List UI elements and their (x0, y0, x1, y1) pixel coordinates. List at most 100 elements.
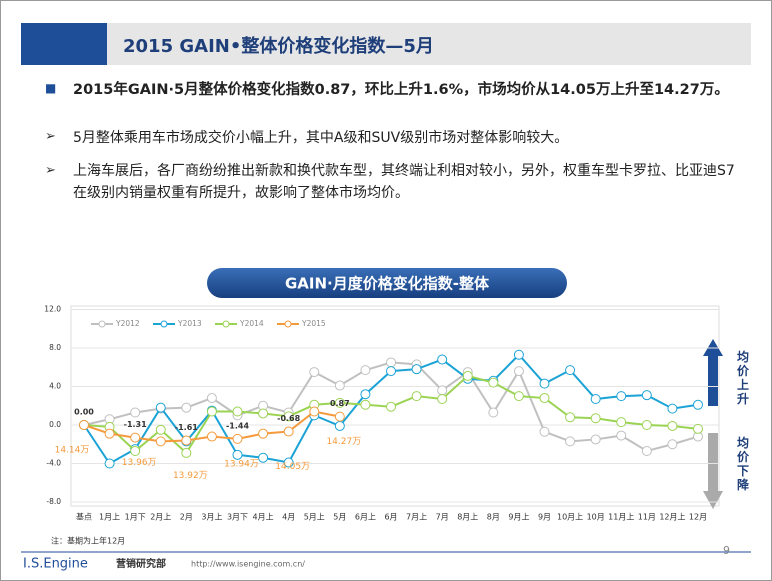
x-tick-label: 10月 (587, 513, 605, 522)
bullet-text: 5月整体乘用车市场成交价小幅上升，其中A级和SUV级别市场对整体影响较大。 (73, 130, 569, 146)
x-tick-label: 3月下 (227, 513, 248, 522)
point-marker (130, 445, 141, 456)
header-block (21, 23, 107, 65)
point-marker (513, 349, 524, 360)
point-marker (488, 377, 499, 388)
arrow-down (703, 433, 723, 509)
point-marker (309, 406, 320, 417)
point-marker (232, 449, 243, 460)
point-marker (334, 420, 345, 431)
point-marker (334, 411, 345, 422)
arrow-up-label: 均价上升 (737, 349, 750, 406)
point-marker (667, 439, 678, 450)
point-marker (360, 399, 371, 410)
point-marker (283, 426, 294, 437)
point-marker (565, 436, 576, 447)
point-marker (283, 457, 294, 468)
point-marker (565, 412, 576, 423)
point-marker (386, 357, 396, 368)
plot-frame (70, 305, 720, 507)
point-marker (590, 413, 601, 424)
point-marker (258, 408, 269, 419)
data-label: -1.31 (124, 420, 147, 429)
x-tick-label: 7月 (436, 513, 449, 522)
point-marker (181, 402, 192, 413)
x-tick-label: 11月上 (608, 513, 634, 522)
point-marker (104, 428, 115, 439)
point-marker (641, 445, 652, 456)
legend-marker (98, 320, 106, 328)
point-marker (155, 402, 166, 413)
point-marker (130, 407, 141, 418)
point-marker (181, 435, 192, 446)
price-label: 13.92万 (173, 471, 208, 481)
point-marker (616, 430, 627, 441)
footer-dept: 营销研究部 (116, 557, 166, 570)
arrow-down-label: 均价下降 (737, 435, 750, 492)
point-marker (565, 365, 576, 376)
point-marker (258, 452, 269, 463)
data-label: 0.87 (330, 399, 350, 408)
point-marker (334, 397, 345, 408)
point-marker (360, 365, 371, 376)
point-marker (437, 385, 448, 396)
header-band (21, 23, 751, 65)
header-title: 2015 GAIN•整体价格变化指数—5月 (123, 36, 434, 57)
legend-label: Y2015 (301, 319, 326, 328)
point-marker (437, 354, 448, 365)
x-tick-label: 6月上 (355, 513, 376, 522)
price-label: 14.14万 (55, 446, 90, 456)
x-tick-label: 2月 (180, 513, 193, 522)
bullet-mark: ➢ (45, 129, 56, 144)
arrow-up (703, 339, 723, 406)
point-marker (181, 447, 192, 458)
legend-marker (160, 320, 168, 328)
price-label: 14.27万 (326, 437, 361, 447)
x-tick-label: 11月 (638, 513, 656, 522)
point-marker (488, 407, 499, 418)
point-marker (411, 391, 422, 402)
point-marker (155, 424, 166, 435)
bullet-mark: ■ (45, 81, 57, 95)
legend-marker (284, 320, 292, 328)
x-tick-label: 4月上 (253, 513, 274, 522)
x-tick-label: 6月 (384, 513, 397, 522)
x-tick-label: 7月上 (406, 513, 427, 522)
x-tick-label: 5月 (333, 513, 346, 522)
chart-title-pill (207, 268, 567, 298)
point-marker (667, 420, 678, 431)
point-marker (539, 393, 550, 404)
point-marker (513, 391, 524, 402)
x-tick-label: 2月上 (150, 513, 171, 522)
point-marker (539, 426, 550, 437)
point-marker (641, 420, 652, 430)
bullet-text: 2015年GAIN·5月整体价格变化指数0.87，环比上升1.6%，市场均价从1… (73, 82, 729, 98)
x-tick-label: 5月上 (304, 513, 325, 522)
point-marker (386, 401, 396, 412)
point-marker (334, 380, 345, 391)
y-tick-label: 0.0 (49, 420, 61, 429)
point-marker (462, 370, 473, 381)
bullet-text: 上海车展后，各厂商纷纷推出新款和换代款车型，其终端让利相对较小，另外，权重车型卡… (73, 163, 735, 201)
point-marker (206, 393, 217, 404)
point-marker (616, 391, 627, 402)
page-number: 9 (723, 544, 730, 557)
y-tick-label: 12.0 (44, 305, 61, 314)
point-marker (283, 411, 294, 422)
x-tick-label: 12月上 (659, 513, 685, 522)
point-marker (155, 436, 166, 447)
y-tick-label: -8.0 (46, 497, 61, 506)
point-marker (130, 432, 141, 443)
data-label: -0.68 (277, 414, 300, 423)
point-marker (360, 389, 371, 400)
x-tick-label: 1月上 (99, 513, 120, 522)
point-marker (667, 403, 678, 414)
legend-label: Y2013 (177, 319, 202, 328)
price-label: 13.94万 (224, 459, 259, 469)
x-tick-label: 1月下 (125, 513, 146, 522)
y-tick-label: 8.0 (49, 343, 61, 352)
point-marker (411, 364, 422, 375)
note: 注：基期为上年12月 (51, 536, 125, 546)
point-marker (693, 423, 703, 434)
